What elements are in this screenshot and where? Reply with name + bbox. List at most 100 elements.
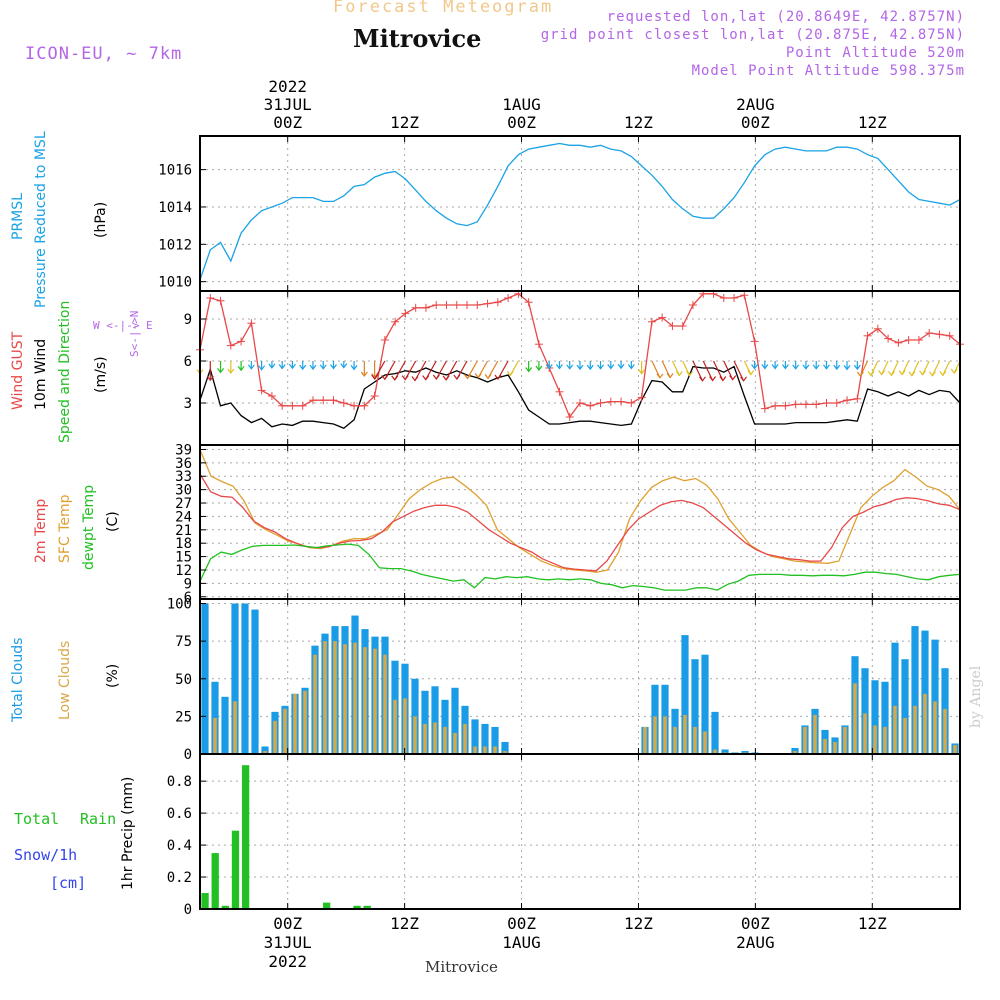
bottom-year-label: 2022 bbox=[268, 952, 307, 971]
low-cloud-bar bbox=[463, 723, 467, 754]
wind-arrow-head bbox=[506, 371, 514, 377]
bottom-date-label: 31JUL bbox=[264, 933, 312, 952]
temp-tick-label: 15 bbox=[175, 550, 192, 566]
low-cloud-bar bbox=[853, 683, 857, 754]
wind-arrow-head bbox=[802, 364, 810, 370]
low-cloud-bar bbox=[913, 705, 917, 754]
low-cloud-bar bbox=[443, 726, 447, 754]
low-cloud-bar bbox=[953, 744, 957, 754]
wind-arrow-head bbox=[227, 368, 235, 374]
total-cloud-bar bbox=[901, 659, 909, 754]
rain-bar bbox=[323, 902, 331, 909]
wind-arrow-head bbox=[453, 374, 461, 380]
temp-tick-label: 12 bbox=[175, 563, 192, 579]
rain-bar bbox=[363, 905, 371, 909]
low-cloud-bar bbox=[803, 726, 807, 754]
grid-point-coords: grid point closest lon,lat (20.875E, 42.… bbox=[540, 27, 965, 43]
temp-tick-label: 24 bbox=[175, 509, 192, 525]
wind-arrow-head bbox=[545, 364, 553, 370]
temp-tick-label: 21 bbox=[175, 523, 192, 539]
low-cloud-bar bbox=[883, 726, 887, 754]
low-cloud-bar bbox=[943, 708, 947, 754]
wind-arrow-head bbox=[422, 375, 430, 381]
grid-layer bbox=[200, 136, 960, 910]
wind-arrow-head bbox=[432, 374, 440, 380]
top-date-label: 2AUG bbox=[736, 95, 775, 114]
location-title: Mitrovice bbox=[353, 24, 482, 53]
wind-arrow-head bbox=[781, 364, 789, 370]
low-cloud-bar bbox=[283, 708, 287, 754]
wind-arrow-head bbox=[686, 371, 694, 377]
top-time-label: 00Z bbox=[741, 113, 770, 132]
low-cloud-bar bbox=[863, 713, 867, 754]
temp-tick-label: 39 bbox=[175, 442, 192, 458]
wind-arrow-head bbox=[237, 365, 245, 372]
low-cloud-bar bbox=[333, 641, 337, 754]
total-cloud-bar bbox=[911, 626, 919, 754]
model-label: ICON-EU, ~ 7km bbox=[25, 44, 183, 64]
low-cloud-bar bbox=[923, 693, 927, 754]
wind-arrow-head bbox=[908, 371, 916, 377]
total-cloud-bar bbox=[871, 680, 879, 754]
cloud-tick-label: 75 bbox=[175, 634, 192, 650]
top-date-label: 1AUG bbox=[502, 95, 541, 114]
snow-unit-label: [cm] bbox=[50, 874, 87, 892]
low-cloud-bar bbox=[693, 726, 697, 754]
wind-arrow-head bbox=[217, 368, 225, 374]
dewpt-line bbox=[199, 543, 961, 591]
low-cloud-bar bbox=[823, 738, 827, 754]
total-cloud-bar bbox=[251, 609, 259, 754]
cloud-tick-label: 0 bbox=[184, 747, 192, 763]
precip-tick-label: 0.8 bbox=[167, 774, 192, 790]
wind-arrow-head bbox=[360, 371, 368, 377]
precip-tick-label: 0.4 bbox=[167, 838, 192, 854]
low-cloud-bar bbox=[713, 749, 717, 754]
wind-arrow-head bbox=[740, 376, 748, 382]
wind-tick-label: 9 bbox=[184, 312, 192, 328]
wind-arrow-head bbox=[288, 363, 296, 370]
precip-tick-label: 0.6 bbox=[167, 806, 192, 822]
wind-arrow-head bbox=[494, 374, 502, 380]
low-cloud-bar bbox=[843, 726, 847, 754]
precip-tick-label: 0 bbox=[184, 902, 192, 918]
total-rain-label-b: Rain bbox=[80, 810, 117, 828]
low-cloud-bar bbox=[233, 701, 237, 754]
low-cloud-bar bbox=[493, 746, 497, 754]
low-cloud-bar bbox=[663, 716, 667, 754]
total-cloud-bar bbox=[241, 603, 249, 754]
total-cloud-bar bbox=[471, 719, 479, 754]
low-cloud-bar bbox=[383, 654, 387, 754]
cloud-tick-label: 50 bbox=[175, 672, 192, 688]
low-cloud-bar bbox=[323, 641, 327, 754]
model-altitude: Model Point Altitude 598.375m bbox=[691, 63, 965, 79]
wind-arrow-head bbox=[309, 364, 317, 371]
low-cloud-bar bbox=[873, 725, 877, 754]
wind-arrow-head bbox=[576, 364, 584, 371]
wind-arrow-head bbox=[709, 376, 717, 382]
wind-arrow-head bbox=[330, 364, 337, 370]
wind-arrow-head bbox=[442, 375, 450, 381]
rain-bar bbox=[241, 765, 250, 909]
total-cloud-bar bbox=[921, 630, 929, 754]
wind-arrow-head bbox=[761, 364, 769, 370]
wind-arrow-head bbox=[823, 364, 830, 370]
wind-arrow-head bbox=[278, 364, 286, 370]
total-cloud-bar bbox=[451, 687, 459, 754]
wind-arrow-head bbox=[627, 364, 635, 370]
sfc-temp-line bbox=[199, 449, 961, 573]
low-cloud-bar bbox=[933, 701, 937, 754]
total-cloud-bar bbox=[431, 686, 439, 754]
low-cloud-bar bbox=[403, 698, 407, 754]
wind-arrow-head bbox=[675, 371, 683, 377]
wind-arrow-head bbox=[887, 371, 895, 377]
low-cloud-bar bbox=[343, 644, 347, 754]
wind-arrow-head bbox=[843, 365, 851, 371]
low-cloud-bar bbox=[423, 723, 427, 754]
top-time-label: 12Z bbox=[624, 113, 653, 132]
label-layer: 1010101210141016369691215182124273033363… bbox=[158, 77, 887, 971]
total-cloud-bar bbox=[221, 696, 229, 754]
wind-arrow-head bbox=[771, 364, 779, 370]
total-cloud-bar bbox=[261, 746, 269, 754]
low-cloud-bar bbox=[893, 705, 897, 754]
